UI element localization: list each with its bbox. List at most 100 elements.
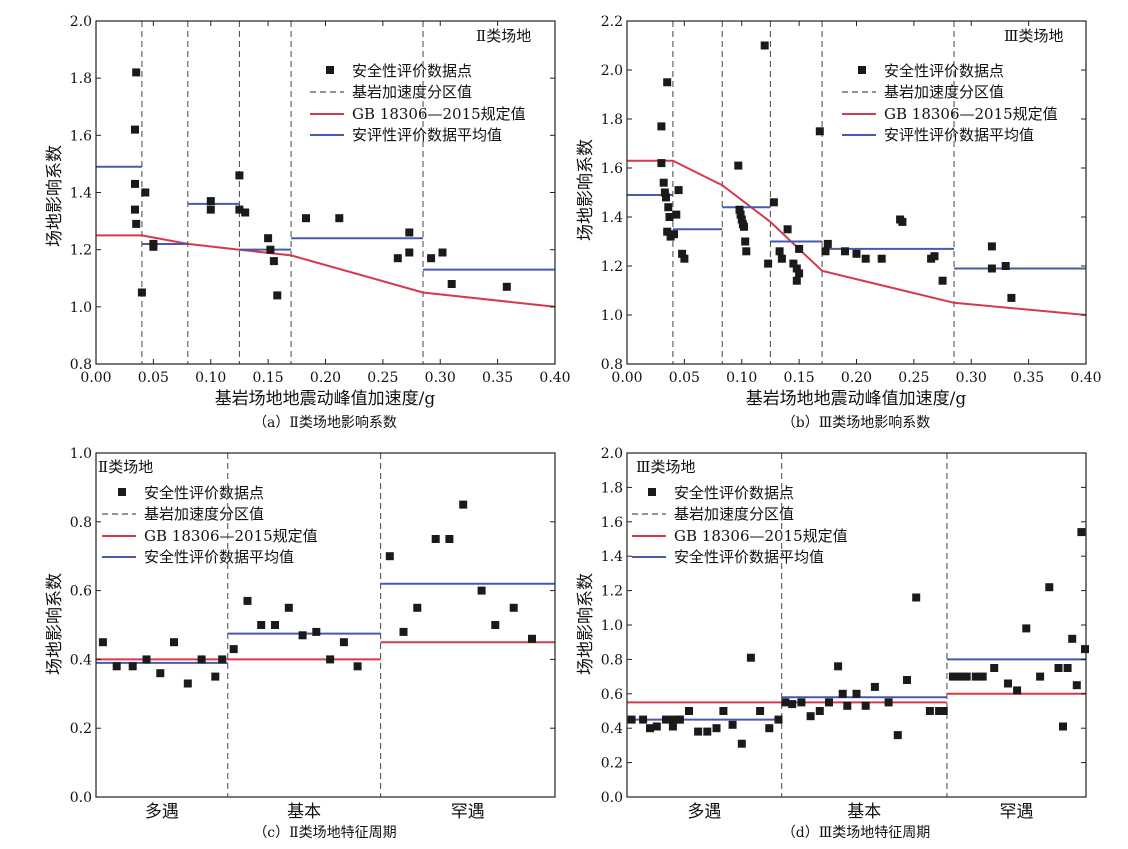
data-point (823, 239, 832, 248)
data-point (528, 634, 536, 643)
legend-divider-label: 基岩加速度分区值 (674, 505, 794, 523)
x-tick-label: 0.15 (253, 370, 284, 386)
data-point (884, 698, 893, 707)
legend-point-marker (326, 66, 334, 74)
data-point (447, 280, 456, 288)
panel-d-plot-area: 0.0 0.2 0.4 0.6 0.8 1.0 1.2 1.4 1.6 1.8 2.0 多遇 基本 罕遇 (601, 446, 1089, 822)
panel-b-ylabel: 场地影响系数 (576, 139, 596, 241)
data-point (719, 707, 728, 715)
panel-a-plot-area: 0.8 1.0 1.2 1.4 1.6 1.8 2.0 0.00 0.05 0.10 0.15 0.2… (70, 14, 571, 386)
x-tick-label: 0.40 (1070, 370, 1101, 386)
data-point (978, 672, 987, 681)
legend-avg-label: 安全性评价数据平均值 (144, 548, 294, 566)
panel-a-legend: 安全性评价数据点 基岩加速度分区值 GB 18306—2015规定值 安评性评价… (310, 62, 526, 144)
data-point (657, 159, 666, 168)
data-point (877, 254, 886, 263)
data-point (815, 127, 824, 136)
y-tick-label: 2.2 (601, 14, 623, 30)
data-point (1054, 664, 1063, 672)
data-point (797, 698, 806, 707)
panel-d-ylabel: 场地影响系数 (576, 573, 596, 675)
data-point (962, 672, 971, 681)
panel-b-site-label: Ⅲ类场地 (1004, 27, 1063, 45)
data-point (663, 78, 672, 87)
category-label: 多遇 (145, 802, 179, 822)
data-point (1022, 624, 1031, 633)
data-point (353, 662, 362, 671)
data-point (971, 672, 980, 681)
y-tick-label: 1.2 (601, 584, 623, 600)
x-tick-label: 0.20 (310, 370, 341, 386)
data-point (740, 222, 748, 231)
panel-d-chart: Ⅲ类场地 场地影响系数 （d）Ⅲ类场地特征周期 安全性评价数据点 基岩加速度分区… (576, 446, 1089, 841)
panel-c-ylabel: 场地影响系数 (45, 573, 65, 675)
data-point (1013, 686, 1022, 695)
gb-standard-line (627, 159, 1087, 316)
data-point (734, 161, 743, 170)
panel-b-legend: 安全性评价数据点 基岩加速度分区值 GB 18306—2015规定值 安评性评价… (842, 62, 1058, 144)
data-point (131, 179, 139, 188)
data-point (765, 724, 774, 733)
y-tick-label: 0.0 (601, 790, 623, 806)
data-point (235, 205, 244, 214)
data-point (672, 210, 681, 219)
data-point (795, 269, 804, 278)
panel-b-xlabel: 基岩场地地震动峰值加速度/g (746, 389, 967, 409)
y-tick-label: 0.8 (70, 357, 92, 373)
x-tick-label: 0.00 (80, 370, 111, 386)
y-tick-label: 1.0 (70, 300, 92, 316)
plot-frame (95, 20, 556, 365)
legend-divider-label: 基岩加速度分区值 (144, 505, 264, 523)
data-point (241, 208, 250, 217)
data-point (912, 593, 921, 602)
data-point (792, 264, 801, 273)
data-point (335, 214, 344, 223)
y-tick-label: 1.4 (601, 210, 623, 226)
data-point (405, 248, 414, 257)
legend-point-marker (648, 488, 656, 496)
x-tick-label: 0.25 (898, 370, 929, 386)
data-point (948, 672, 957, 681)
panel-b-plot-area: 0.8 1.0 1.2 1.4 1.6 1.8 2.0 2.2 0.00 0.05 0.10 0.15… (601, 14, 1102, 386)
category-label: 罕遇 (451, 802, 485, 822)
data-point (659, 178, 668, 187)
data-point (206, 197, 215, 206)
data-point (843, 701, 852, 710)
data-point (132, 68, 141, 77)
plot-frame (626, 20, 1087, 365)
data-point (737, 739, 746, 748)
data-point (477, 586, 486, 595)
panel-c-plot-area: 0.0 0.2 0.4 0.6 0.8 1.0 多遇 基本 罕遇 (70, 446, 556, 822)
data-point (825, 698, 833, 707)
category-label: 罕遇 (999, 802, 1033, 822)
panel-a-site-label: Ⅱ类场地 (476, 27, 531, 45)
data-point (284, 603, 293, 612)
data-point (131, 205, 139, 214)
data-point (269, 257, 278, 266)
legend-points-label: 安全性评价数据点 (352, 62, 472, 80)
data-point (870, 682, 879, 691)
data-point (903, 676, 911, 684)
data-point (746, 653, 755, 662)
y-tick-label: 0.2 (601, 756, 623, 772)
legend-points-label: 安全性评价数据点 (884, 62, 1004, 80)
data-point (459, 500, 468, 509)
data-point (938, 276, 947, 285)
y-tick-label: 1.6 (601, 515, 623, 531)
data-point (777, 254, 786, 263)
x-tick-label: 0.05 (138, 370, 169, 386)
y-tick-label: 0.4 (601, 721, 623, 737)
data-point (197, 655, 206, 664)
y-tick-label: 1.8 (601, 480, 623, 496)
data-point (264, 234, 273, 243)
data-point (1004, 679, 1012, 688)
data-point (680, 254, 689, 263)
data-point (183, 679, 192, 688)
data-point (821, 247, 830, 256)
data-point (815, 707, 824, 715)
x-tick-label: 0.20 (841, 370, 872, 386)
x-tick-label: 0.10 (195, 370, 226, 386)
y-tick-label: 0.8 (70, 515, 92, 531)
panel-a-xlabel: 基岩场地地震动峰值加速度/g (215, 389, 436, 409)
legend-gb-label: GB 18306—2015规定值 (884, 105, 1058, 123)
